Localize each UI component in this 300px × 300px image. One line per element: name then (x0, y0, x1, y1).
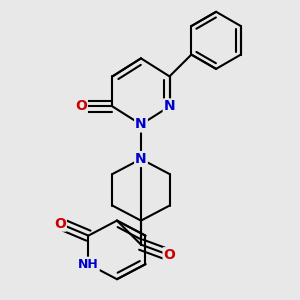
Text: NH: NH (78, 258, 99, 271)
Text: N: N (164, 99, 175, 113)
Text: O: O (164, 248, 175, 262)
Text: N: N (135, 152, 147, 166)
Text: O: O (75, 99, 87, 113)
Text: N: N (135, 118, 147, 131)
Text: O: O (54, 217, 66, 231)
